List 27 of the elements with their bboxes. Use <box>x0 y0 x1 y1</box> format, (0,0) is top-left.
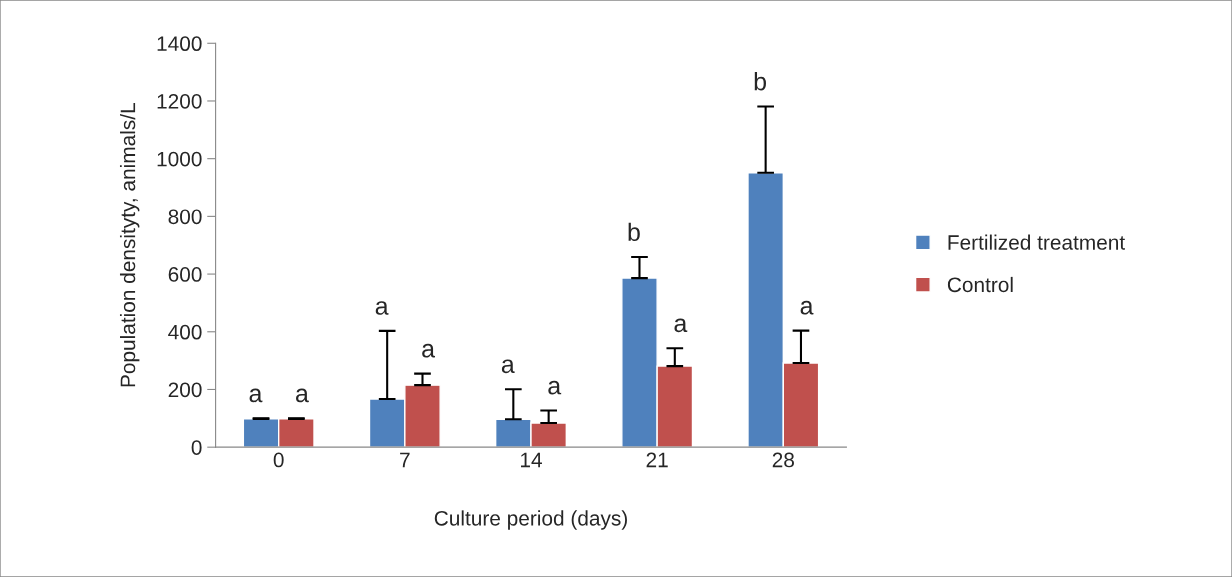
y-tick-label: 1200 <box>157 93 202 109</box>
x-tick-label: 7 <box>400 452 410 468</box>
y-tick-label: 600 <box>168 267 202 282</box>
y-axis-title: Population densityty, animals/L <box>119 103 140 387</box>
annotation: a <box>375 301 389 315</box>
x-tick-label: 0 <box>273 452 284 468</box>
x-tick-label: 21 <box>646 452 668 468</box>
y-tick-label: 200 <box>168 382 202 398</box>
annotation: a <box>548 380 562 395</box>
annotation: a <box>800 300 814 315</box>
annotation: b <box>754 72 766 91</box>
annotation: a <box>296 388 309 403</box>
x-tick-label: 28 <box>772 452 794 468</box>
y-tick-label: 1000 <box>157 151 202 167</box>
x-tick-label: 14 <box>521 452 542 468</box>
y-tick-label: 0 <box>191 440 202 455</box>
legend-label: Control <box>947 276 1013 293</box>
annotation: a <box>249 388 263 403</box>
annotation: a <box>422 343 435 358</box>
legend-label: Fertilized treatment <box>948 234 1125 250</box>
annotation: a <box>674 318 688 333</box>
y-tick-label: 1400 <box>157 36 202 52</box>
annotation: b <box>628 222 640 241</box>
y-tick-label: 800 <box>168 209 202 225</box>
y-tick-label: 400 <box>168 324 202 340</box>
annotation: a <box>501 359 515 374</box>
x-axis-title: Culture period (days) <box>434 510 627 530</box>
